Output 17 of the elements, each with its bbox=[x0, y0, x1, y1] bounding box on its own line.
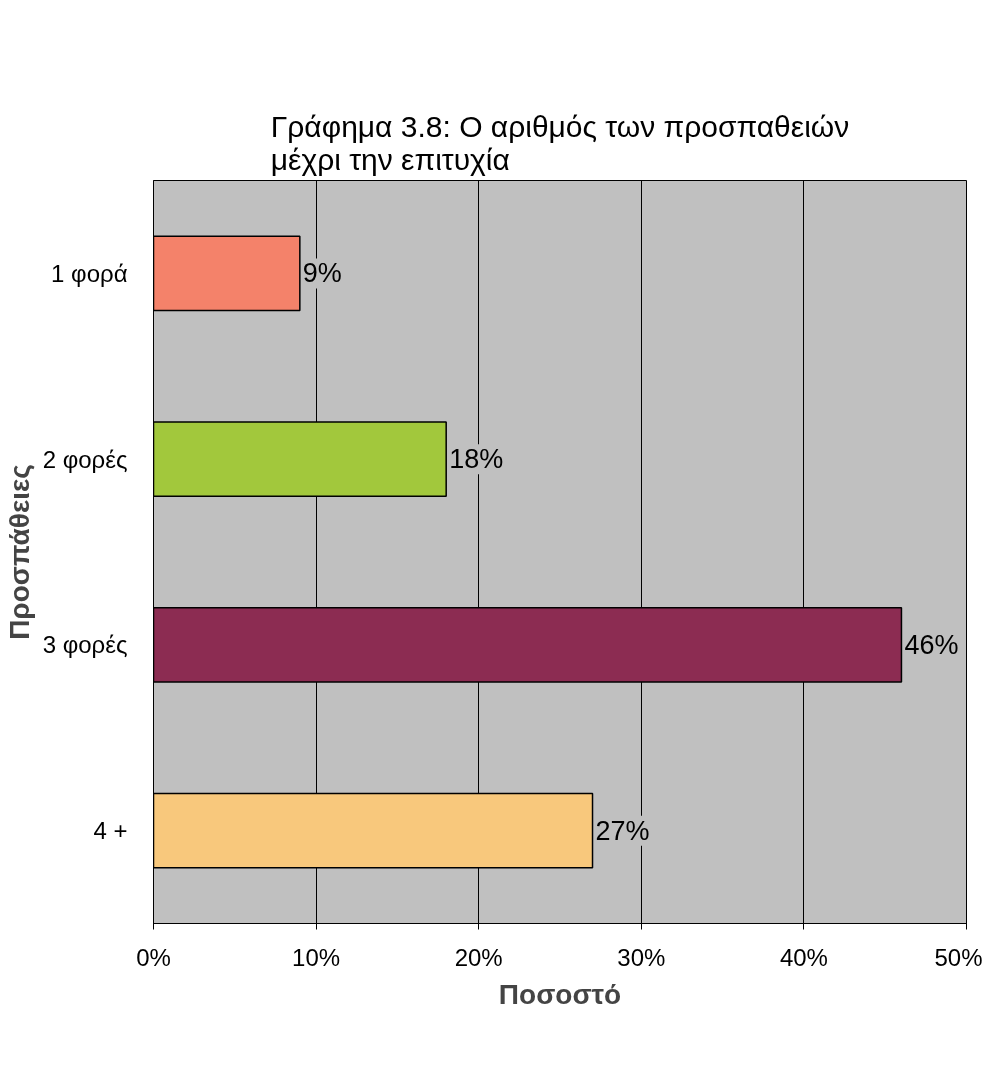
data-label: 27% bbox=[595, 815, 650, 846]
y-tick-label: 4 + bbox=[93, 817, 128, 845]
y-axis-title: Προσπάθειες bbox=[3, 464, 35, 640]
x-tick-label: 50% bbox=[934, 943, 982, 971]
y-tick-label: 1 φορά bbox=[51, 259, 128, 287]
data-label: 9% bbox=[302, 258, 342, 289]
x-tick-label: 40% bbox=[779, 943, 828, 971]
x-tick-label: 20% bbox=[454, 943, 503, 971]
y-tick-label: 2 φορές bbox=[42, 445, 128, 473]
chart-title: Γράφημα 3.8: Ο αριθμός των προσπαθειών μέχρι την επιτυχία bbox=[270, 109, 850, 176]
x-tick-label: 0% bbox=[136, 943, 171, 971]
x-tick-label: 30% bbox=[617, 943, 666, 971]
data-label: 46% bbox=[904, 629, 959, 660]
data-label: 18% bbox=[449, 444, 504, 475]
y-tick-label: 3 φορές bbox=[42, 631, 128, 659]
x-axis-title: Ποσοστό bbox=[498, 978, 622, 1010]
x-tick-label: 10% bbox=[292, 943, 341, 971]
